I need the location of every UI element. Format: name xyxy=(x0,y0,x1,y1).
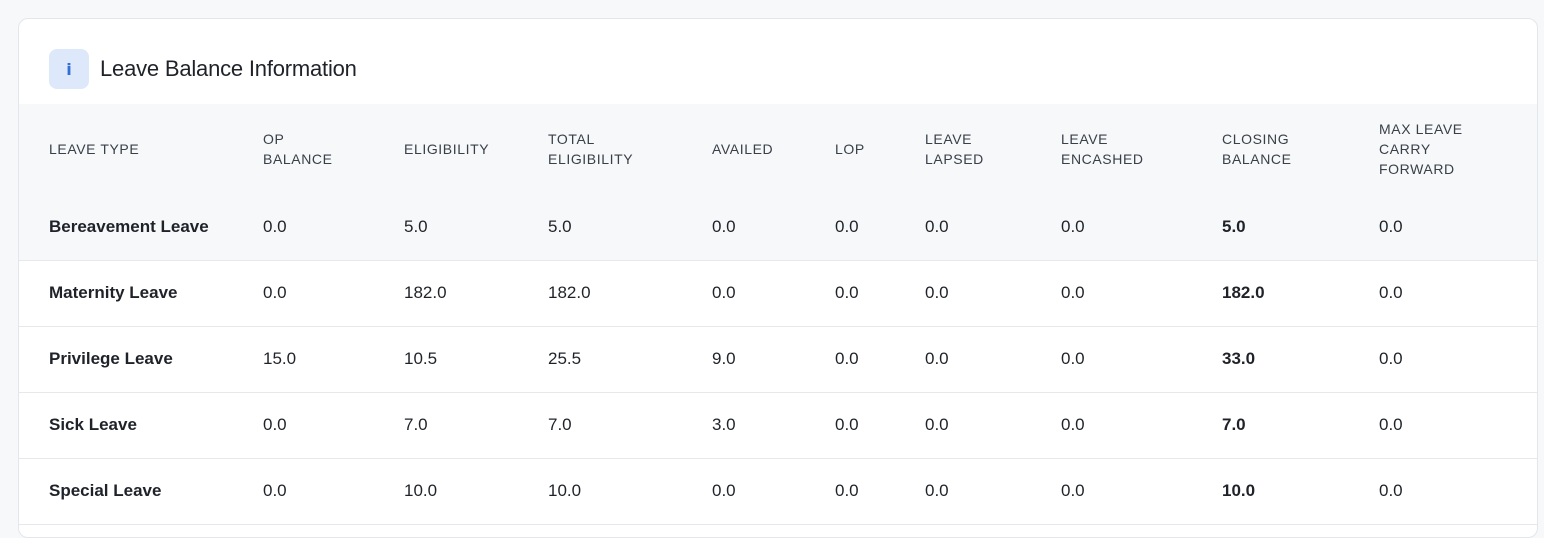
leave-lapsed-cell: 0.0 xyxy=(925,283,949,302)
leave-lapsed-cell: 0.0 xyxy=(925,216,949,236)
leave-lapsed-cell: 0.0 xyxy=(925,415,949,434)
leave-type-cell: Sick Leave xyxy=(49,415,137,434)
table-row: Bereavement Leave 0.0 5.0 5.0 0.0 0.0 0.… xyxy=(19,194,1537,260)
column-header-max-carry-forward: Max Leave Carry Forward xyxy=(1379,121,1463,177)
op-balance-cell: 0.0 xyxy=(263,481,287,500)
max-carry-forward-cell: 0.0 xyxy=(1379,481,1403,500)
column-header-closing-balance: Closing Balance xyxy=(1222,131,1292,167)
column-header-leave-type: Leave Type xyxy=(49,141,140,157)
column-header-leave-lapsed: Leave Lapsed xyxy=(925,131,984,167)
leave-type-cell: Privilege Leave xyxy=(49,349,173,368)
column-header-lop: LOP xyxy=(835,141,865,157)
op-balance-cell: 0.0 xyxy=(263,415,287,434)
op-balance-cell: 15.0 xyxy=(263,349,297,368)
leave-encashed-cell: 0.0 xyxy=(1061,415,1085,434)
column-header-total-eligibility: Total Eligibility xyxy=(548,131,634,167)
leave-balance-table: Leave Type Op Balance Eligibility Total El… xyxy=(19,104,1537,525)
max-carry-forward-cell: 0.0 xyxy=(1379,415,1403,434)
leave-encashed-cell: 0.0 xyxy=(1061,283,1085,302)
column-header-op-balance: Op Balance xyxy=(263,131,333,167)
leave-type-cell: Special Leave xyxy=(49,481,162,500)
max-carry-forward-cell: 0.0 xyxy=(1379,216,1403,236)
card-title: Leave Balance Information xyxy=(100,56,357,81)
total-eligibility-cell: 25.5 xyxy=(548,349,582,368)
table-row: Sick Leave 0.0 7.0 7.0 3.0 0.0 0.0 0.0 7… xyxy=(19,392,1537,458)
column-header-availed: Availed xyxy=(712,141,774,157)
column-header-eligibility: Eligibility xyxy=(404,141,490,157)
leave-type-cell: Maternity Leave xyxy=(49,283,178,302)
closing-balance-cell: 5.0 xyxy=(1222,216,1246,236)
total-eligibility-cell: 10.0 xyxy=(548,481,582,500)
closing-balance-cell: 33.0 xyxy=(1222,349,1256,368)
table-row: Maternity Leave 0.0 182.0 182.0 0.0 0.0 … xyxy=(19,260,1537,326)
total-eligibility-cell: 5.0 xyxy=(548,216,572,236)
table-row: Privilege Leave 15.0 10.5 25.5 9.0 0.0 0… xyxy=(19,326,1537,392)
card-header: i Leave Balance Information xyxy=(49,49,357,89)
eligibility-cell: 5.0 xyxy=(404,216,428,236)
lop-cell: 0.0 xyxy=(835,481,859,500)
leave-lapsed-cell: 0.0 xyxy=(925,481,949,500)
leave-encashed-cell: 0.0 xyxy=(1061,349,1085,368)
closing-balance-cell: 7.0 xyxy=(1222,415,1246,434)
total-eligibility-cell: 7.0 xyxy=(548,415,572,434)
availed-cell: 3.0 xyxy=(712,415,736,434)
leave-encashed-cell: 0.0 xyxy=(1061,481,1085,500)
closing-balance-cell: 10.0 xyxy=(1222,481,1256,500)
leave-balance-card: i Leave Balance Information Leave Type O… xyxy=(18,18,1538,538)
lop-cell: 0.0 xyxy=(835,349,859,368)
total-eligibility-cell: 182.0 xyxy=(548,283,591,302)
lop-cell: 0.0 xyxy=(835,216,859,236)
eligibility-cell: 10.5 xyxy=(404,349,438,368)
table-row: Special Leave 0.0 10.0 10.0 0.0 0.0 0.0 … xyxy=(19,458,1537,524)
op-balance-cell: 0.0 xyxy=(263,283,287,302)
availed-cell: 0.0 xyxy=(712,283,736,302)
closing-balance-cell: 182.0 xyxy=(1222,283,1265,302)
max-carry-forward-cell: 0.0 xyxy=(1379,283,1403,302)
availed-cell: 0.0 xyxy=(712,216,736,236)
column-header-leave-encashed: Leave Encashed xyxy=(1061,131,1144,167)
leave-type-cell: Bereavement Leave xyxy=(49,216,209,236)
availed-cell: 9.0 xyxy=(712,349,736,368)
availed-cell: 0.0 xyxy=(712,481,736,500)
table-header-row: Leave Type Op Balance Eligibility Total El… xyxy=(19,104,1537,194)
leave-lapsed-cell: 0.0 xyxy=(925,349,949,368)
info-icon: i xyxy=(49,49,89,89)
max-carry-forward-cell: 0.0 xyxy=(1379,349,1403,368)
op-balance-cell: 0.0 xyxy=(263,216,287,236)
eligibility-cell: 10.0 xyxy=(404,481,438,500)
eligibility-cell: 7.0 xyxy=(404,415,428,434)
eligibility-cell: 182.0 xyxy=(404,283,447,302)
leave-encashed-cell: 0.0 xyxy=(1061,216,1085,236)
lop-cell: 0.0 xyxy=(835,283,859,302)
lop-cell: 0.0 xyxy=(835,415,859,434)
